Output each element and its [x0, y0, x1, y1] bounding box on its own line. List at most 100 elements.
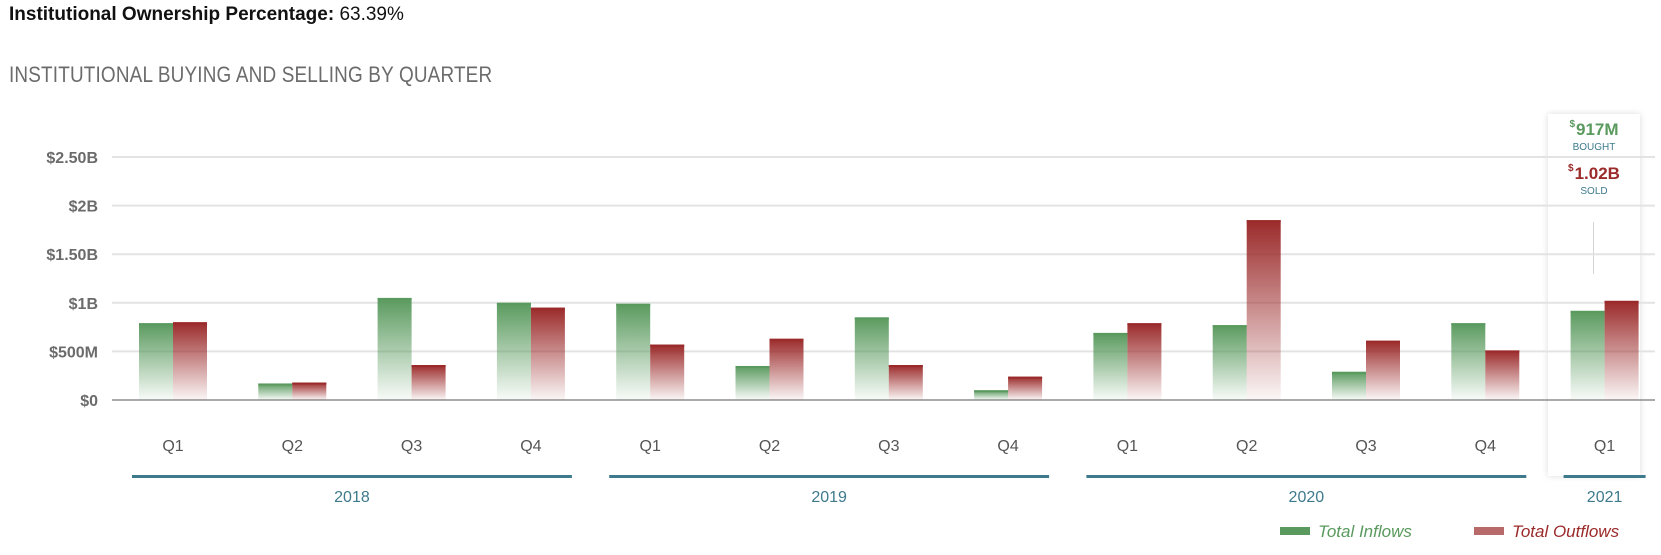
- inflow-bar-cap: [1451, 323, 1486, 326]
- ownership-value: 63.39%: [339, 4, 404, 25]
- inflow-bar-cap: [496, 302, 531, 305]
- year-label: 2018: [334, 489, 370, 506]
- outflow-bar: [1366, 340, 1400, 400]
- tooltip-bought-value: 917M: [1576, 120, 1619, 139]
- outflow-bar: [530, 307, 565, 400]
- legend-outflows[interactable]: Total Outflows: [1474, 522, 1619, 542]
- tooltip-connector: [1593, 222, 1594, 274]
- outflow-bar-cap: [769, 338, 804, 341]
- quarter-label: Q3: [1355, 438, 1376, 455]
- outflow-bar: [769, 338, 804, 400]
- quarter-label: Q3: [878, 438, 899, 455]
- outflow-bar-cap: [1127, 323, 1162, 326]
- outflow-bar: [1604, 300, 1639, 400]
- legend-inflows-swatch: [1280, 526, 1310, 535]
- inflow-bar-cap: [1212, 325, 1247, 328]
- outflow-bar-cap: [1246, 220, 1281, 223]
- tooltip-sold-label: SOLD: [1580, 186, 1608, 197]
- inflow-bar-cap: [854, 317, 889, 320]
- section-title: INSTITUTIONAL BUYING AND SELLING BY QUAR…: [9, 62, 493, 87]
- outflow-bar: [173, 322, 207, 400]
- inflow-bar-cap: [974, 390, 1009, 393]
- outflow-bar: [888, 365, 923, 400]
- inflow-bar-cap: [377, 297, 412, 300]
- quarter-label: Q4: [997, 438, 1018, 455]
- inflow-bar: [1093, 332, 1128, 400]
- tooltip-currency-bought: $: [1569, 119, 1576, 130]
- inflow-bar-cap: [139, 323, 173, 326]
- outflow-bar-cap: [530, 307, 565, 310]
- outflow-bar-cap: [888, 365, 923, 368]
- inflow-bar: [1451, 323, 1486, 400]
- inflow-bar: [139, 323, 173, 400]
- year-label: 2020: [1289, 489, 1325, 506]
- quarter-label: Q4: [520, 438, 541, 455]
- year-label: 2019: [811, 489, 847, 506]
- y-tick-label: $1B: [69, 296, 98, 313]
- inflow-bar-cap: [1332, 371, 1366, 374]
- quarter-label: Q1: [1117, 438, 1138, 455]
- inflow-bar: [377, 297, 412, 400]
- inflow-bar-cap: [616, 303, 651, 306]
- inflow-bar: [1332, 371, 1366, 400]
- quarter-label: Q4: [1475, 438, 1496, 455]
- y-tick-label: $1.50B: [46, 247, 98, 264]
- year-underline: [609, 475, 1050, 478]
- ownership-percentage: Institutional Ownership Percentage: 63.3…: [9, 4, 404, 26]
- tooltip-currency-sold: $: [1568, 163, 1574, 174]
- quarter-label: Q1: [640, 438, 661, 455]
- outflow-bar: [411, 365, 446, 400]
- legend-outflows-swatch: [1474, 526, 1504, 535]
- outflow-bar-cap: [650, 344, 685, 347]
- outflow-bar: [1008, 376, 1043, 400]
- legend-inflows-label: Total Inflows: [1318, 522, 1412, 541]
- outflow-bar-cap: [292, 382, 327, 385]
- legend-outflows-label: Total Outflows: [1512, 522, 1620, 541]
- inflow-bar: [735, 365, 770, 400]
- quarter-label: Q3: [401, 438, 422, 455]
- ownership-label: Institutional Ownership Percentage: [9, 4, 328, 25]
- inflow-bar-cap: [258, 383, 293, 386]
- year-underline: [1086, 475, 1527, 478]
- quarter-label: Q2: [759, 438, 780, 455]
- year-label: 2021: [1587, 489, 1623, 506]
- y-tick-label: $2.50B: [46, 150, 98, 167]
- inflow-bar: [496, 302, 531, 400]
- inflow-bar: [258, 383, 293, 400]
- inflow-bar-cap: [1570, 310, 1605, 313]
- inflow-bar-cap: [735, 365, 770, 368]
- tooltip-bought: $917M: [1548, 119, 1640, 140]
- inflow-bar-cap: [1093, 332, 1128, 335]
- ownership-colon: :: [327, 4, 335, 25]
- outflow-bar-cap: [1366, 340, 1400, 343]
- y-tick-label: $500M: [49, 344, 98, 361]
- outflow-bar-cap: [1485, 350, 1520, 353]
- y-tick-label: $2B: [69, 199, 98, 216]
- outflow-bar: [1127, 323, 1162, 400]
- year-underline: [1563, 475, 1646, 478]
- outflow-bar: [1246, 220, 1281, 400]
- quarter-label: Q2: [282, 438, 303, 455]
- hover-tooltip: $917M BOUGHT $1.02B SOLD: [1548, 114, 1640, 476]
- inflow-bar: [854, 317, 889, 400]
- outflow-bar: [292, 382, 327, 400]
- outflow-bar-cap: [173, 322, 207, 325]
- bars: [139, 220, 1639, 400]
- tooltip-sold-value: 1.02B: [1574, 164, 1620, 183]
- y-tick-label: $0: [80, 393, 98, 410]
- tooltip-bought-label: BOUGHT: [1572, 142, 1616, 153]
- y-axis: $0 $500M $1B $1.50B $2B $2.50B: [46, 150, 98, 410]
- quarter-label: Q2: [1236, 438, 1257, 455]
- inflow-bar: [1212, 325, 1247, 400]
- outflow-bar-cap: [1008, 376, 1043, 379]
- legend-inflows[interactable]: Total Inflows: [1280, 522, 1412, 542]
- x-axis: Q1 Q2 Q3 Q4 Q1 Q2 Q3 Q4 Q1 Q2 Q3 Q4 Q1 2018 2019 2020 20…: [132, 438, 1646, 506]
- outflow-bar-cap: [1604, 300, 1639, 303]
- inflow-bar: [974, 390, 1009, 400]
- quarter-label: Q1: [162, 438, 183, 455]
- outflow-bar-cap: [411, 365, 446, 368]
- outflow-bar: [650, 344, 685, 400]
- inflow-bar: [616, 303, 651, 400]
- outflow-bar: [1485, 350, 1520, 400]
